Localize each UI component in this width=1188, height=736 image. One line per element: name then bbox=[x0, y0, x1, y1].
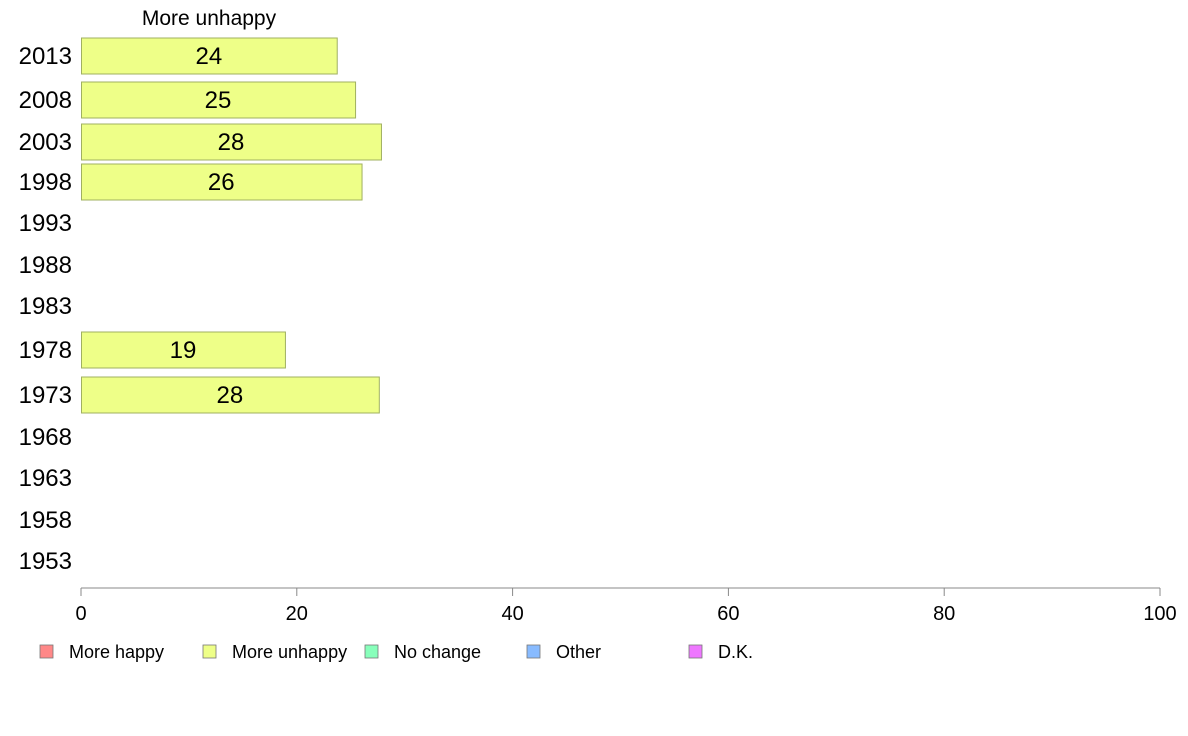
year-label: 1983 bbox=[19, 293, 72, 320]
year-label: 1998 bbox=[19, 169, 72, 196]
bar bbox=[81, 123, 382, 161]
legend-swatch bbox=[202, 644, 217, 659]
x-tick-label: 40 bbox=[501, 603, 523, 625]
bar-value-label: 19 bbox=[170, 337, 197, 364]
year-label: 1978 bbox=[19, 337, 72, 364]
year-labels-group: 2013 2008 2003 1998 1993 1988 1983 1978 1973 1968… bbox=[19, 43, 72, 575]
year-label: 1958 bbox=[19, 507, 72, 534]
bar-value-label: 24 bbox=[196, 43, 223, 70]
x-tick-label: 80 bbox=[933, 603, 955, 625]
bar bbox=[81, 81, 357, 119]
x-tick-label: 100 bbox=[1143, 603, 1176, 625]
x-axis: 0 20 40 60 80 100 bbox=[75, 587, 1177, 625]
series-title: More unhappy bbox=[142, 7, 277, 30]
year-label: 2013 bbox=[19, 43, 72, 70]
legend-swatch bbox=[39, 644, 54, 659]
x-tick-label: 0 bbox=[75, 603, 86, 625]
bar-value-label: 25 bbox=[205, 87, 232, 114]
x-tick-label: 60 bbox=[717, 603, 739, 625]
legend-swatch bbox=[364, 644, 379, 659]
bar-value-label: 26 bbox=[208, 169, 235, 196]
legend-swatch bbox=[688, 644, 703, 659]
legend-label: More unhappy bbox=[232, 642, 347, 662]
bar bbox=[81, 376, 380, 414]
bars-group: 24 25 28 26 19 28 bbox=[81, 37, 382, 414]
year-label: 1993 bbox=[19, 210, 72, 237]
year-label: 2008 bbox=[19, 87, 72, 114]
bar bbox=[81, 37, 338, 75]
year-label: 1953 bbox=[19, 548, 72, 575]
year-label: 1988 bbox=[19, 252, 72, 279]
legend: More happy More unhappy No change Other D.K. bbox=[39, 642, 753, 662]
legend-label: D.K. bbox=[718, 642, 753, 662]
x-tick-label: 20 bbox=[286, 603, 308, 625]
year-label: 1963 bbox=[19, 465, 72, 492]
legend-label: No change bbox=[394, 642, 481, 662]
bar bbox=[81, 331, 286, 369]
year-label: 1973 bbox=[19, 382, 72, 409]
bar-value-label: 28 bbox=[217, 382, 244, 409]
bar-value-label: 28 bbox=[218, 129, 245, 156]
legend-label: More happy bbox=[69, 642, 164, 662]
year-label: 1968 bbox=[19, 424, 72, 451]
legend-label: Other bbox=[556, 642, 601, 662]
year-label: 2003 bbox=[19, 129, 72, 156]
bar bbox=[81, 163, 363, 201]
legend-swatch bbox=[526, 644, 541, 659]
